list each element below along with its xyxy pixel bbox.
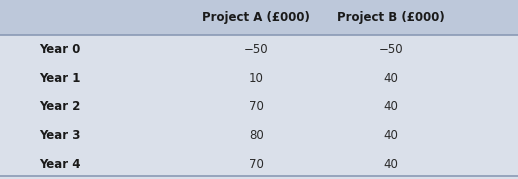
Text: Year 4: Year 4 — [39, 158, 80, 171]
Text: 40: 40 — [384, 72, 398, 85]
Text: 40: 40 — [384, 100, 398, 113]
Text: 10: 10 — [249, 72, 264, 85]
Text: −50: −50 — [244, 43, 269, 56]
Text: 80: 80 — [249, 129, 264, 142]
Bar — [0, 0, 518, 35]
Text: Project A (£000): Project A (£000) — [203, 11, 310, 24]
Text: Year 1: Year 1 — [39, 72, 80, 85]
Text: Year 3: Year 3 — [39, 129, 80, 142]
Text: Year 0: Year 0 — [39, 43, 80, 56]
Text: 70: 70 — [249, 100, 264, 113]
Text: 70: 70 — [249, 158, 264, 171]
Text: 40: 40 — [384, 129, 398, 142]
Text: 40: 40 — [384, 158, 398, 171]
Text: Project B (£000): Project B (£000) — [337, 11, 445, 24]
Text: Year 2: Year 2 — [39, 100, 80, 113]
Text: −50: −50 — [379, 43, 404, 56]
